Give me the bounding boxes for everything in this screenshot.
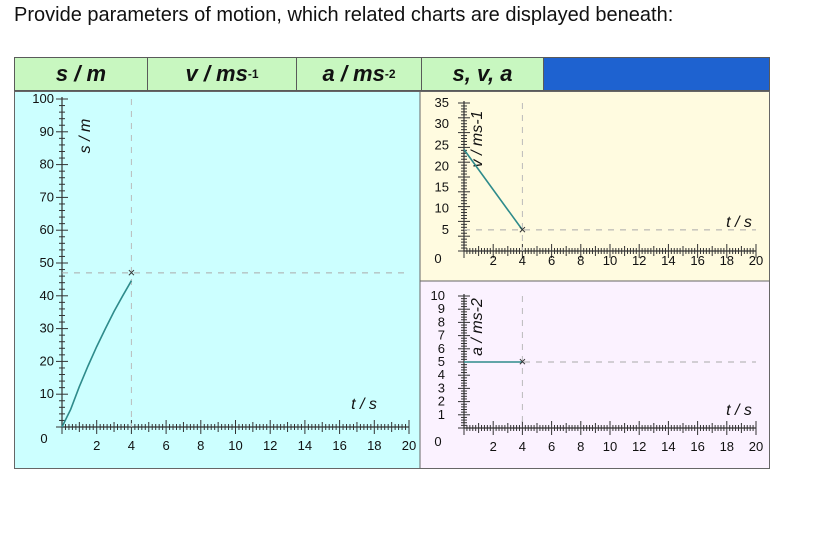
s-y-tick-label: 20 (40, 353, 54, 368)
s-series-line (61, 280, 133, 428)
header-sva-cell: s, v, a (422, 58, 544, 90)
a-x-tick-label: 14 (661, 439, 675, 454)
s-x-tick-label: 20 (402, 438, 416, 453)
v-y-tick-label: 20 (435, 158, 449, 173)
a-x-tick-label: 12 (632, 439, 646, 454)
v-y-tick-label: 30 (435, 116, 449, 131)
acceleration-chart-panel (420, 281, 770, 469)
v-y-axis-title: v / ms-1 (469, 111, 486, 168)
s-y-tick-label: 90 (40, 124, 54, 139)
s-y-tick-label: 80 (40, 157, 54, 172)
s-end-marker: × (128, 265, 136, 280)
position-chart: 2 4 6 8 10 12 14 16 18 20 10 20 30 40 50 60 70 80 90 100 0 t … (32, 91, 416, 453)
s-x-tick-label: 10 (228, 438, 242, 453)
header-a-label: a / ms (322, 61, 385, 86)
v-y-tick-label: 35 (435, 95, 449, 110)
s-y-tick-label: 30 (40, 321, 54, 336)
a-y-tick-label: 7 (438, 328, 445, 343)
a-end-marker: × (519, 354, 527, 369)
v-x-tick-label: 20 (749, 253, 763, 268)
a-x-tick-label: 2 (490, 439, 497, 454)
v-x-tick-label: 6 (548, 253, 555, 268)
a-y-tick-label: 6 (438, 341, 445, 356)
s-x-tick-label: 18 (367, 438, 381, 453)
v-origin-label: 0 (434, 251, 441, 266)
v-x-tick-label: 14 (661, 253, 675, 268)
s-y-tick-label: 70 (40, 189, 54, 204)
v-series-line (463, 149, 524, 231)
v-end-marker: × (519, 222, 527, 237)
v-x-axis-title: t / s (726, 214, 752, 231)
a-y-tick-label: 5 (438, 354, 445, 369)
s-x-axis-title: t / s (351, 396, 377, 413)
s-y-tick-label: 10 (40, 386, 54, 401)
s-y-tick-label: 50 (40, 255, 54, 270)
velocity-chart: 2 4 6 8 10 12 14 16 18 20 5 10 15 20 25 30 35 0 t / s v / m… (434, 95, 763, 268)
column-header-bar: s / m v / ms -1 a / ms -2 s, v, a (14, 57, 770, 91)
v-x-tick-label: 16 (690, 253, 704, 268)
s-y-tick-label: 100 (32, 91, 54, 106)
v-x-tick-label: 4 (519, 253, 526, 268)
header-s-label: s / m (55, 61, 107, 86)
v-x-tick-label: 18 (720, 253, 734, 268)
s-x-tick-label: 2 (93, 438, 100, 453)
v-y-tick-label: 25 (435, 137, 449, 152)
s-x-tick-label: 16 (332, 438, 346, 453)
s-y-tick-label: 60 (40, 222, 54, 237)
instruction-text: Provide parameters of motion, which rela… (14, 4, 674, 26)
s-origin-label: 0 (40, 431, 47, 446)
position-chart-panel (14, 91, 420, 469)
v-x-tick-label: 2 (490, 253, 497, 268)
s-x-tick-label: 12 (263, 438, 277, 453)
header-sva-label: s, v, a (452, 61, 513, 86)
a-x-tick-label: 10 (603, 439, 617, 454)
a-y-tick-label: 9 (438, 301, 445, 316)
s-x-tick-label: 6 (162, 438, 169, 453)
s-y-tick-label: 40 (40, 288, 54, 303)
a-y-tick-label: 4 (438, 367, 445, 382)
v-x-tick-label: 10 (603, 253, 617, 268)
motion-charts: 2 4 6 8 10 12 14 16 18 201020304050607080901000t … (14, 91, 770, 469)
v-y-tick-label: 10 (435, 201, 449, 216)
header-a-cell: a / ms -2 (297, 58, 422, 90)
a-x-tick-label: 8 (577, 439, 584, 454)
a-x-axis-title: t / s (726, 402, 752, 419)
a-origin-label: 0 (434, 434, 441, 449)
a-y-tick-label: 2 (438, 394, 445, 409)
a-y-axis-title: a / ms-2 (469, 298, 486, 356)
a-y-tick-label: 8 (438, 314, 445, 329)
header-a-sup: -2 (384, 67, 396, 81)
a-y-tick-label: 1 (438, 407, 445, 422)
header-v-sup: -1 (247, 67, 259, 81)
a-x-tick-label: 18 (720, 439, 734, 454)
a-x-tick-label: 6 (548, 439, 555, 454)
a-x-tick-label: 4 (519, 439, 526, 454)
v-x-tick-label: 8 (577, 253, 584, 268)
charts-frame (14, 91, 770, 469)
header-v-cell: v / ms -1 (148, 58, 297, 90)
v-y-tick-label: 15 (435, 180, 449, 195)
v-x-tick-label: 12 (632, 253, 646, 268)
a-x-tick-label: 16 (690, 439, 704, 454)
header-blue-cell (544, 58, 769, 90)
header-v-label: v / ms (185, 61, 248, 86)
s-y-axis-title: s / m (77, 119, 94, 154)
v-y-tick-label: 5 (442, 222, 449, 237)
a-y-tick-label: 10 (431, 288, 445, 303)
s-x-tick-label: 14 (298, 438, 312, 453)
s-x-tick-label: 4 (128, 438, 135, 453)
header-s-cell: s / m (15, 58, 148, 90)
a-x-tick-label: 20 (749, 439, 763, 454)
s-x-tick-label: 8 (197, 438, 204, 453)
a-y-tick-label: 3 (438, 380, 445, 395)
